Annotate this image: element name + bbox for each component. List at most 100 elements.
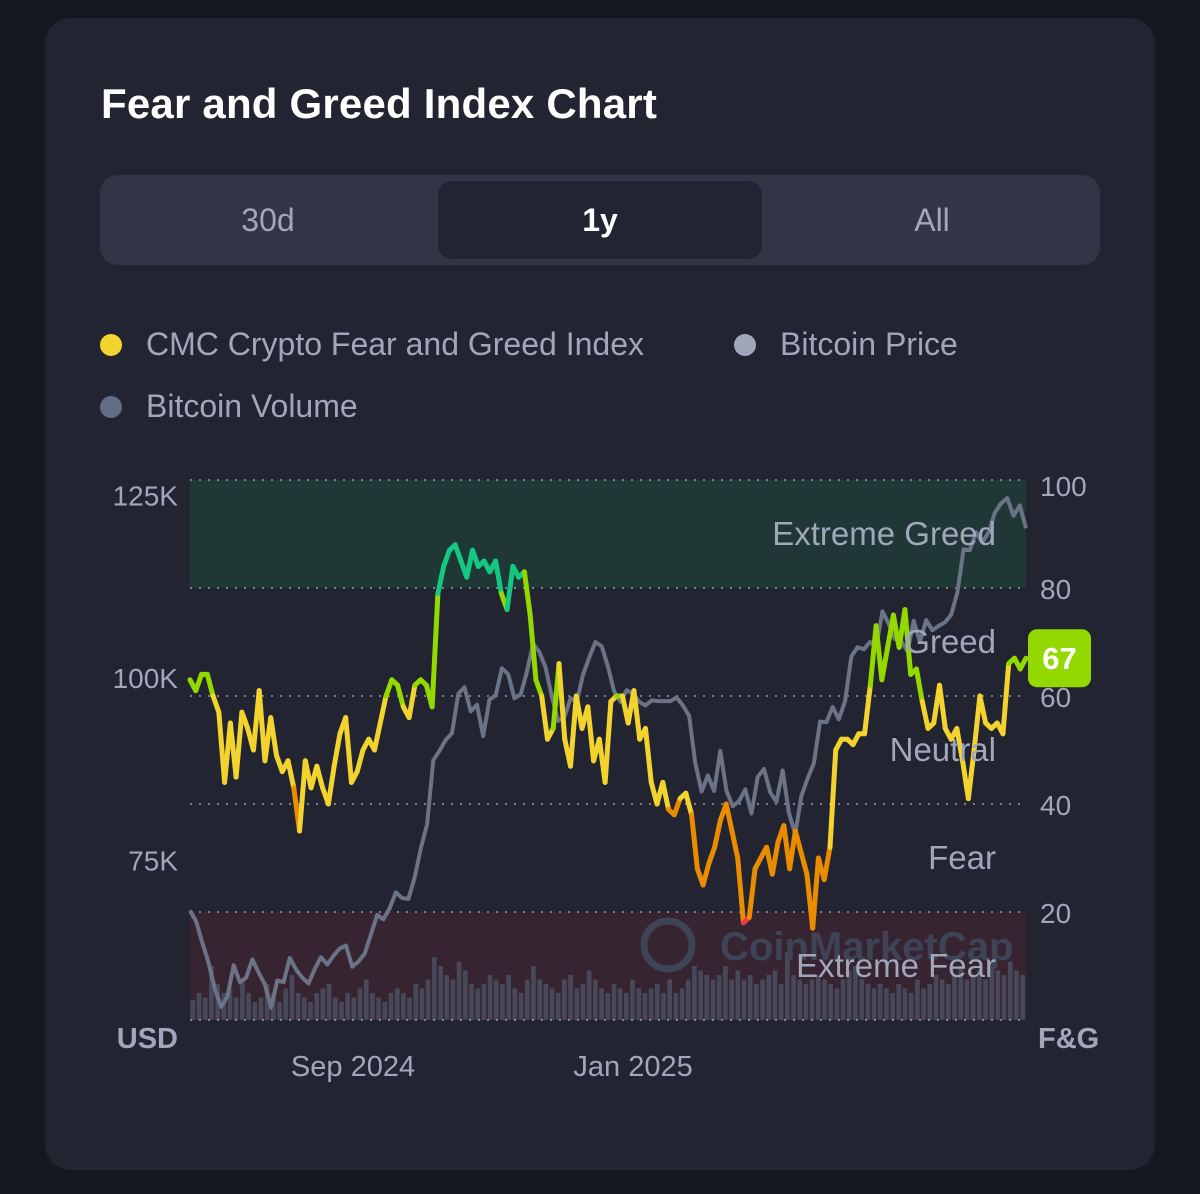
fear-greed-segment[interactable] bbox=[210, 693, 222, 715]
volume-bar[interactable] bbox=[636, 988, 642, 1021]
volume-bar[interactable] bbox=[654, 984, 660, 1020]
volume-bar[interactable] bbox=[760, 979, 765, 1021]
fear-greed-segment[interactable] bbox=[256, 688, 268, 764]
fear-greed-segment[interactable] bbox=[435, 563, 447, 596]
volume-bar[interactable] bbox=[493, 979, 499, 1021]
volume-bar[interactable] bbox=[524, 979, 530, 1021]
fear-greed-segment[interactable] bbox=[642, 725, 654, 785]
volume-bar[interactable] bbox=[766, 975, 772, 1020]
fear-greed-segment[interactable] bbox=[954, 725, 966, 764]
volume-bar[interactable] bbox=[915, 979, 920, 1021]
volume-bar[interactable] bbox=[413, 984, 419, 1020]
volume-bar[interactable] bbox=[233, 997, 239, 1021]
volume-bar[interactable] bbox=[599, 988, 604, 1021]
volume-bar[interactable] bbox=[432, 957, 437, 1020]
volume-bar[interactable] bbox=[568, 975, 573, 1020]
volume-bar[interactable] bbox=[716, 975, 722, 1020]
fear-greed-segment[interactable] bbox=[343, 715, 354, 785]
volume-bar[interactable] bbox=[518, 993, 524, 1020]
volume-bar[interactable] bbox=[778, 984, 784, 1020]
volume-bar[interactable] bbox=[871, 988, 877, 1021]
volume-bar[interactable] bbox=[815, 975, 821, 1020]
volume-bar[interactable] bbox=[667, 979, 673, 1021]
volume-bar[interactable] bbox=[735, 970, 741, 1021]
volume-bar[interactable] bbox=[345, 993, 351, 1020]
volume-bar[interactable] bbox=[221, 993, 227, 1020]
volume-bar[interactable] bbox=[921, 988, 926, 1021]
volume-bar[interactable] bbox=[283, 988, 289, 1021]
volume-bar[interactable] bbox=[320, 988, 326, 1021]
tab-1y[interactable]: 1y bbox=[438, 181, 762, 259]
fear-greed-segment[interactable] bbox=[712, 817, 723, 850]
fear-greed-segment[interactable] bbox=[354, 747, 366, 775]
fear-greed-segment[interactable] bbox=[977, 693, 989, 726]
volume-bar[interactable] bbox=[574, 988, 580, 1021]
volume-bar[interactable] bbox=[927, 984, 933, 1020]
volume-bar[interactable] bbox=[809, 979, 815, 1021]
volume-bar[interactable] bbox=[401, 993, 406, 1020]
fear-greed-segment[interactable] bbox=[729, 828, 741, 861]
volume-bar[interactable] bbox=[704, 975, 710, 1020]
fear-greed-segment[interactable] bbox=[769, 839, 781, 877]
volume-bar[interactable] bbox=[958, 966, 964, 1020]
volume-bar[interactable] bbox=[834, 988, 840, 1021]
volume-bar[interactable] bbox=[784, 952, 790, 1021]
fear-greed-segment[interactable] bbox=[193, 671, 205, 694]
volume-bar[interactable] bbox=[351, 997, 357, 1021]
fear-greed-segment[interactable] bbox=[429, 590, 441, 710]
volume-bar[interactable] bbox=[945, 984, 951, 1020]
fear-greed-segment[interactable] bbox=[406, 682, 418, 721]
volume-bar[interactable] bbox=[877, 984, 883, 1020]
volume-bar[interactable] bbox=[902, 988, 908, 1021]
fear-greed-segment[interactable] bbox=[913, 666, 925, 704]
tab-30d[interactable]: 30d bbox=[241, 201, 295, 238]
volume-bar[interactable] bbox=[685, 979, 691, 1021]
legend-item-bitcoin-volume[interactable]: Bitcoin Volume bbox=[100, 388, 358, 425]
volume-bar[interactable] bbox=[976, 970, 982, 1021]
volume-bar[interactable] bbox=[264, 984, 270, 1020]
fear-greed-segment[interactable] bbox=[314, 763, 326, 791]
volume-bar[interactable] bbox=[593, 979, 598, 1021]
volume-bar[interactable] bbox=[611, 984, 617, 1020]
volume-bar[interactable] bbox=[642, 993, 648, 1020]
volume-bar[interactable] bbox=[339, 1002, 344, 1020]
fear-greed-segment[interactable] bbox=[919, 698, 931, 731]
volume-bar[interactable] bbox=[939, 979, 945, 1021]
fear-greed-segment[interactable] bbox=[585, 704, 597, 764]
volume-bar[interactable] bbox=[586, 970, 592, 1021]
volume-bar[interactable] bbox=[964, 979, 970, 1021]
volume-bar[interactable] bbox=[506, 975, 512, 1020]
fear-greed-segment[interactable] bbox=[700, 860, 712, 888]
volume-bar[interactable] bbox=[438, 966, 443, 1020]
fear-greed-segment[interactable] bbox=[683, 790, 695, 818]
fear-greed-segment[interactable] bbox=[268, 715, 279, 758]
fear-greed-segment[interactable] bbox=[395, 682, 406, 710]
fear-greed-segment[interactable] bbox=[504, 563, 516, 613]
volume-bar[interactable] bbox=[1007, 961, 1013, 1021]
volume-bar[interactable] bbox=[487, 975, 493, 1020]
volume-bar[interactable] bbox=[258, 997, 264, 1021]
fear-greed-segment[interactable] bbox=[285, 758, 297, 791]
volume-bar[interactable] bbox=[252, 1002, 258, 1020]
volume-bar[interactable] bbox=[481, 984, 487, 1020]
fear-greed-segment[interactable] bbox=[937, 682, 948, 731]
volume-bar[interactable] bbox=[933, 975, 939, 1020]
volume-bar[interactable] bbox=[475, 988, 481, 1021]
volume-bar[interactable] bbox=[605, 993, 611, 1020]
volume-bar[interactable] bbox=[828, 984, 834, 1020]
fear-greed-segment[interactable] bbox=[539, 693, 550, 742]
volume-bar[interactable] bbox=[202, 997, 208, 1021]
fear-greed-segment[interactable] bbox=[556, 661, 568, 742]
fear-greed-segment[interactable] bbox=[325, 763, 337, 807]
fear-greed-segment[interactable] bbox=[233, 709, 245, 780]
volume-bar[interactable] bbox=[388, 993, 394, 1020]
volume-bar[interactable] bbox=[865, 984, 871, 1020]
volume-bar[interactable] bbox=[382, 1002, 388, 1020]
fear-greed-segment[interactable] bbox=[873, 623, 885, 683]
volume-bar[interactable] bbox=[357, 988, 363, 1021]
fear-greed-segment[interactable] bbox=[671, 796, 683, 818]
volume-bar[interactable] bbox=[314, 993, 320, 1020]
volume-bar[interactable] bbox=[723, 966, 728, 1020]
volume-bar[interactable] bbox=[209, 966, 214, 1020]
